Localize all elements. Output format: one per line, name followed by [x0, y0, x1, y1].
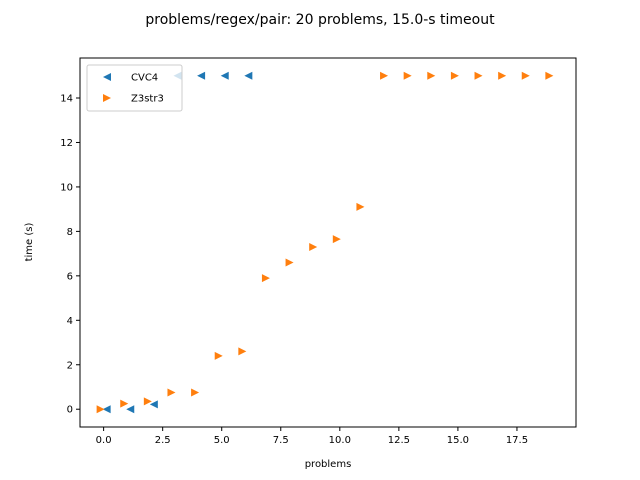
- y-tick-label: 0: [67, 405, 73, 416]
- data-point: [427, 71, 436, 80]
- legend-label: CVC4: [131, 73, 158, 84]
- y-tick-label: 4: [67, 316, 73, 327]
- y-tick-label: 6: [67, 271, 73, 282]
- y-tick-label: 8: [67, 227, 73, 238]
- data-point: [474, 71, 483, 80]
- series-cvc4: [102, 71, 253, 414]
- data-point: [403, 71, 412, 80]
- y-tick-label: 10: [60, 182, 73, 193]
- data-point: [197, 71, 206, 80]
- plot-frame: [79, 57, 577, 428]
- data-point: [545, 71, 554, 80]
- x-tick-label: 17.5: [506, 435, 528, 446]
- legend: CVC4 Z3str3: [86, 64, 183, 112]
- y-tick-label: 12: [60, 138, 73, 149]
- x-tick-label: 7.5: [273, 435, 289, 446]
- data-point: [521, 71, 530, 80]
- x-tick-label: 5.0: [214, 435, 230, 446]
- x-axis-label: problems: [305, 459, 352, 470]
- y-axis-ticks: 0 2 4 6 8 10 12 14: [60, 94, 80, 416]
- data-point: [167, 388, 176, 397]
- legend-label: Z3str3: [131, 94, 164, 105]
- data-point: [450, 71, 459, 80]
- y-tick-label: 14: [60, 94, 73, 105]
- data-point: [143, 397, 152, 406]
- data-markers: [96, 71, 554, 414]
- data-point: [332, 235, 341, 244]
- data-point: [285, 258, 294, 267]
- x-tick-label: 2.5: [155, 435, 171, 446]
- data-point: [380, 71, 389, 80]
- x-tick-label: 15.0: [447, 435, 469, 446]
- data-point: [309, 242, 318, 251]
- data-point: [244, 71, 253, 80]
- data-point: [220, 71, 229, 80]
- y-tick-label: 2: [67, 360, 73, 371]
- chart-title: problems/regex/pair: 20 problems, 15.0-s…: [145, 12, 495, 28]
- data-point: [214, 351, 223, 360]
- x-tick-label: 0.0: [96, 435, 112, 446]
- data-point: [120, 399, 129, 408]
- data-point: [126, 405, 135, 414]
- legend-marker: [103, 73, 111, 81]
- data-point: [96, 405, 105, 414]
- y-axis-label: time (s): [24, 223, 35, 262]
- data-point: [356, 202, 365, 211]
- x-tick-label: 10.0: [329, 435, 351, 446]
- x-tick-label: 12.5: [388, 435, 410, 446]
- x-axis-ticks: 0.0 2.5 5.0 7.5 10.0 12.5 15.0 17.5: [96, 427, 528, 446]
- data-point: [191, 388, 200, 397]
- data-point: [102, 405, 111, 414]
- legend-marker: [103, 94, 111, 102]
- data-point: [498, 71, 507, 80]
- series-z3str3: [96, 71, 554, 414]
- data-point: [261, 274, 270, 283]
- data-point: [238, 347, 247, 356]
- data-point: [149, 400, 158, 409]
